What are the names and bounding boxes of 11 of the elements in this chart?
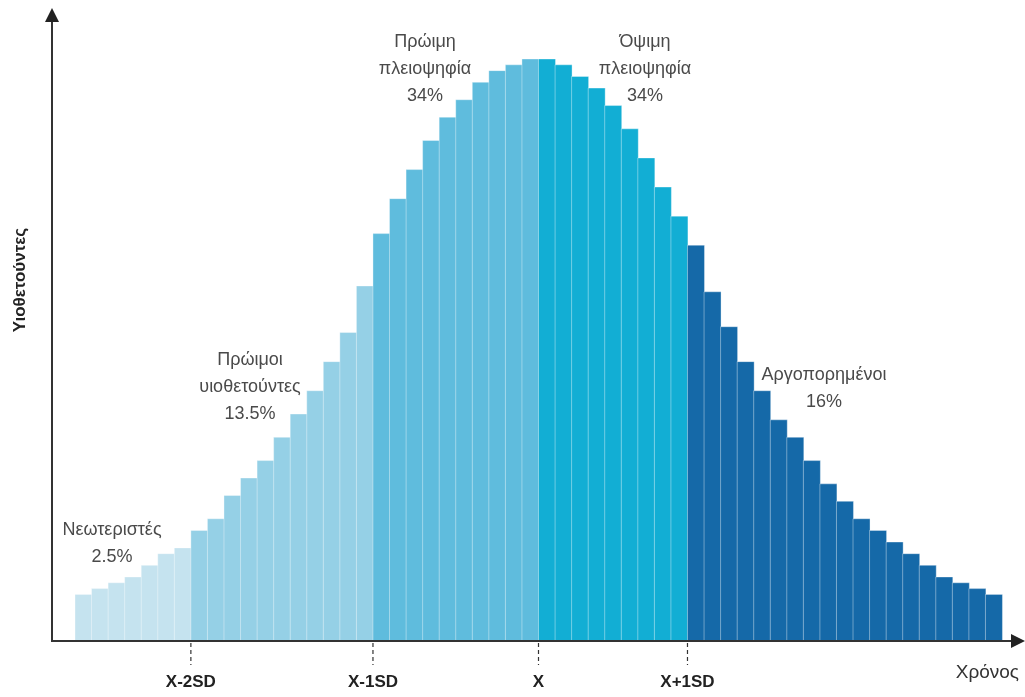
y-axis-title: Υιοθετούντες [10, 226, 30, 335]
annotation: Πρώιμη πλειοψηφία 34% [377, 30, 473, 107]
text: X-1SD [347, 672, 398, 691]
annotation: Όψιμη πλειοψηφία 34% [597, 30, 693, 107]
annotation: Πρώιμοι υιοθετούντες 13.5% [198, 348, 302, 425]
annotation: Νεωτεριστές 2.5% [61, 518, 163, 568]
text: X [532, 672, 545, 691]
x-axis-title: Χρόνος [955, 661, 1019, 683]
text: X-2SD [165, 672, 216, 691]
text: X+1SD [660, 672, 715, 691]
annotation: Αργοπορημένοι 16% [760, 363, 888, 413]
